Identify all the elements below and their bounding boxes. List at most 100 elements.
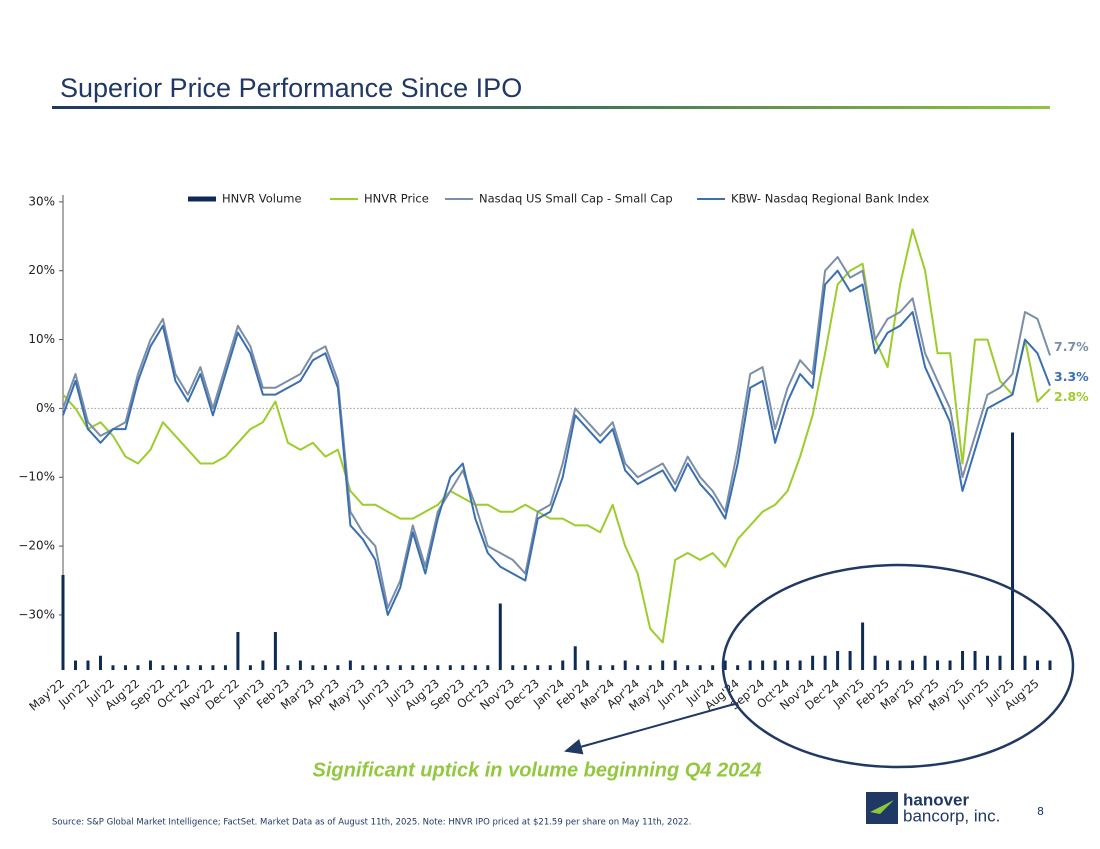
y-tick-label: −30%: [18, 607, 55, 621]
volume-bar: [198, 665, 202, 670]
volume-bar: [648, 665, 652, 670]
volume-bar: [461, 665, 465, 670]
volume-bar: [511, 665, 515, 670]
volume-bar: [1011, 432, 1015, 670]
volume-bar: [636, 665, 640, 670]
volume-bar: [86, 660, 90, 670]
volume-bar: [273, 632, 277, 670]
legend-label: KBW- Nasdaq Regional Bank Index: [731, 192, 929, 206]
y-tick-label: 30%: [28, 194, 55, 208]
volume-bar: [136, 665, 140, 670]
volume-bar: [348, 660, 352, 670]
volume-bar: [911, 660, 915, 670]
volume-bar: [173, 665, 177, 670]
annotation-arrow: [564, 702, 739, 755]
page-number: 8: [1037, 805, 1044, 818]
volume-bar: [561, 660, 565, 670]
volume-bar: [61, 575, 65, 670]
volume-bar: [398, 665, 402, 670]
y-tick-label: 0%: [36, 401, 55, 415]
volume-bar: [761, 660, 765, 670]
volume-bar: [773, 660, 777, 670]
volume-bar: [798, 660, 802, 670]
volume-bar: [986, 655, 990, 670]
volume-bar: [723, 660, 727, 670]
volume-bar: [1023, 655, 1027, 670]
volume-bar: [686, 665, 690, 670]
volume-bar: [811, 655, 815, 670]
volume-bar: [98, 655, 102, 670]
logo-swoosh: [870, 800, 894, 814]
end-label: 7.7%: [1054, 339, 1089, 354]
legend-label: HNVR Volume: [222, 192, 302, 206]
volume-bar: [436, 665, 440, 670]
annotation: Significant uptick in volume beginning Q…: [313, 759, 762, 781]
volume-bar: [373, 665, 377, 670]
legend-label: HNVR Price: [364, 192, 429, 206]
volume-bar: [598, 665, 602, 670]
logo-text: hanover: [903, 790, 970, 809]
volume-bar: [423, 665, 427, 670]
series-line: [62, 228, 1051, 644]
volume-bar: [661, 660, 665, 670]
volume-bar: [623, 660, 627, 670]
end-label: 2.8%: [1054, 389, 1089, 404]
series-line: [62, 269, 1051, 616]
volume-bar: [848, 651, 852, 670]
volume-bar: [748, 660, 752, 670]
volume-bar: [873, 655, 877, 670]
volume-bar: [898, 660, 902, 670]
volume-bar: [323, 665, 327, 670]
volume-bar: [498, 603, 502, 670]
volume-bar: [1036, 660, 1040, 670]
volume-bar: [286, 665, 290, 670]
volume-bar: [336, 665, 340, 670]
volume-bar: [936, 660, 940, 670]
volume-bar: [886, 660, 890, 670]
logo: hanover bancorp, inc.: [866, 790, 1000, 825]
legend-label: Nasdaq US Small Cap - Small Cap: [479, 192, 673, 206]
volume-bar: [548, 665, 552, 670]
volume-bar: [211, 665, 215, 670]
volume-bar: [161, 665, 165, 670]
chart: 30%20%10%0%−10%−20%−30%May'22Jun'22Jul'2…: [18, 192, 1089, 714]
volume-bar: [823, 655, 827, 670]
volume-bar: [473, 665, 477, 670]
volume-bar: [736, 665, 740, 670]
volume-bar: [698, 665, 702, 670]
volume-bar: [573, 646, 577, 670]
title-rule: [52, 106, 1050, 109]
source-note: Source: S&P Global Market Intelligence; …: [52, 818, 691, 828]
page-title: Superior Price Performance Since IPO: [60, 73, 522, 103]
volume-bar: [236, 632, 240, 670]
y-tick-label: 20%: [28, 263, 55, 277]
volume-bar: [923, 655, 927, 670]
volume-bar: [961, 651, 965, 670]
volume-bar: [523, 665, 527, 670]
volume-bar: [861, 622, 865, 670]
volume-bar: [786, 660, 790, 670]
volume-bar: [261, 660, 265, 670]
volume-bar: [448, 665, 452, 670]
volume-bar: [486, 665, 490, 670]
volume-bar: [248, 665, 252, 670]
volume-bar: [311, 665, 315, 670]
y-tick-label: −20%: [18, 539, 55, 553]
volume-bar: [123, 665, 127, 670]
volume-bar: [711, 665, 715, 670]
y-tick-label: −10%: [18, 470, 55, 484]
volume-bar: [611, 665, 615, 670]
highlight-ellipse: [721, 563, 1075, 769]
volume-bar: [1048, 660, 1052, 670]
volume-bar: [998, 655, 1002, 670]
volume-bar: [73, 660, 77, 670]
series-line: [62, 256, 1051, 609]
volume-bar: [411, 665, 415, 670]
volume-bars: [61, 432, 1052, 670]
volume-bar: [948, 660, 952, 670]
logo-text: bancorp, inc.: [903, 806, 1000, 825]
volume-bar: [386, 665, 390, 670]
volume-bar: [586, 660, 590, 670]
volume-bar: [836, 651, 840, 670]
